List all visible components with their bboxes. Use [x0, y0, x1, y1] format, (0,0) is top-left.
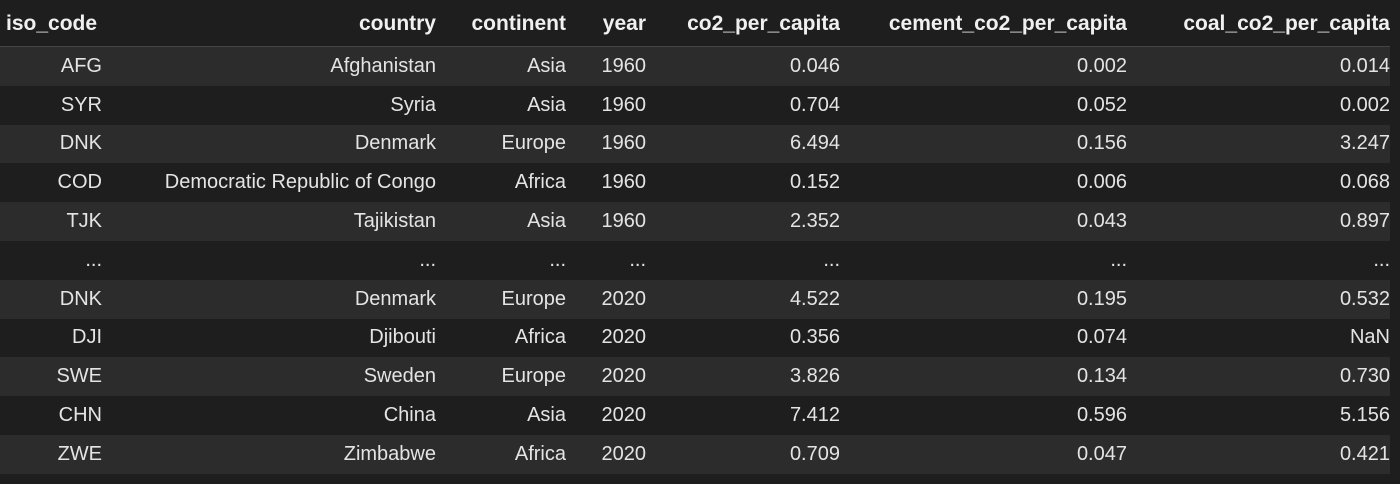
table-cell-iso-code: SWE	[0, 357, 102, 397]
table-row: AFG Afghanistan Asia 1960 0.046 0.002 0.014	[0, 46, 1390, 86]
table-cell-cement-co2-per-capita: 0.043	[840, 202, 1127, 241]
table-cell-year: 1960	[566, 85, 646, 125]
table-row: DNK Denmark Europe 2020 4.522 0.195 0.532	[0, 279, 1390, 319]
column-header-continent: continent	[436, 0, 566, 47]
table-cell-year: 2020	[566, 396, 646, 435]
table-cell-cement-co2-per-capita: 0.052	[840, 85, 1127, 125]
column-header-cement-co2-per-capita: cement_co2_per_capita	[840, 0, 1127, 47]
table-cell-coal-co2-per-capita: ...	[1127, 240, 1390, 280]
table-cell-cement-co2-per-capita: 0.156	[840, 124, 1127, 164]
table-body: AFG Afghanistan Asia 1960 0.046 0.002 0.014 SYR…	[0, 46, 1390, 474]
table-cell-iso-code: DNK	[0, 279, 102, 319]
table-cell-continent: Asia	[436, 202, 566, 241]
column-header-iso-code: iso_code	[0, 0, 102, 47]
table-cell-co2-per-capita: 7.412	[646, 396, 840, 435]
header-row: iso_code country continent year co2_per_capi…	[0, 0, 1390, 47]
table-row: CHN China Asia 2020 7.412 0.596 5.156	[0, 396, 1390, 435]
table-cell-country: Sweden	[102, 357, 436, 397]
table-cell-iso-code: ZWE	[0, 434, 102, 474]
table-cell-country: Denmark	[102, 124, 436, 164]
table-cell-coal-co2-per-capita: 0.532	[1127, 279, 1390, 319]
table-row: SWE Sweden Europe 2020 3.826 0.134 0.730	[0, 357, 1390, 397]
table-cell-co2-per-capita: 0.356	[646, 318, 840, 358]
table-cell-cement-co2-per-capita: 0.002	[840, 46, 1127, 86]
table-cell-year: ...	[566, 240, 646, 280]
table-cell-year: 2020	[566, 318, 646, 358]
table-cell-year: 1960	[566, 124, 646, 164]
table-cell-coal-co2-per-capita: 5.156	[1127, 396, 1390, 435]
table-row: DJI Djibouti Africa 2020 0.356 0.074 NaN	[0, 318, 1390, 358]
table-cell-year: 1960	[566, 46, 646, 86]
table-cell-iso-code: COD	[0, 163, 102, 203]
table-cell-co2-per-capita: 0.152	[646, 163, 840, 203]
table-cell-year: 2020	[566, 434, 646, 474]
column-header-country: country	[102, 0, 436, 47]
table-cell-co2-per-capita: 0.709	[646, 434, 840, 474]
table-cell-iso-code: TJK	[0, 202, 102, 241]
table-cell-cement-co2-per-capita: 0.596	[840, 396, 1127, 435]
table-cell-co2-per-capita: 2.352	[646, 202, 840, 241]
table-cell-cement-co2-per-capita: 0.134	[840, 357, 1127, 397]
table-cell-continent: Africa	[436, 163, 566, 203]
table-cell-continent: ...	[436, 240, 566, 280]
table-cell-co2-per-capita: ...	[646, 240, 840, 280]
table-cell-cement-co2-per-capita: 0.074	[840, 318, 1127, 358]
dataframe-table: iso_code country continent year co2_per_capi…	[0, 0, 1390, 474]
table-cell-country: Denmark	[102, 279, 436, 319]
table-cell-year: 2020	[566, 279, 646, 319]
table-row: COD Democratic Republic of Congo Africa 196…	[0, 163, 1390, 203]
table-row: DNK Denmark Europe 1960 6.494 0.156 3.247	[0, 124, 1390, 164]
table-cell-year: 1960	[566, 202, 646, 241]
table-cell-coal-co2-per-capita: NaN	[1127, 318, 1390, 358]
table-cell-coal-co2-per-capita: 3.247	[1127, 124, 1390, 164]
table-row: TJK Tajikistan Asia 1960 2.352 0.043 0.897	[0, 202, 1390, 241]
table-cell-continent: Asia	[436, 85, 566, 125]
table-cell-country: China	[102, 396, 436, 435]
table-cell-continent: Europe	[436, 357, 566, 397]
table-cell-continent: Africa	[436, 434, 566, 474]
table-row: .....................	[0, 240, 1390, 280]
table-cell-coal-co2-per-capita: 0.421	[1127, 434, 1390, 474]
table-cell-year: 1960	[566, 163, 646, 203]
table-cell-coal-co2-per-capita: 0.897	[1127, 202, 1390, 241]
table-cell-iso-code: DJI	[0, 318, 102, 358]
table-cell-continent: Asia	[436, 396, 566, 435]
column-header-co2-per-capita: co2_per_capita	[646, 0, 840, 47]
table-cell-cement-co2-per-capita: 0.006	[840, 163, 1127, 203]
table-cell-country: Afghanistan	[102, 46, 436, 86]
table-cell-cement-co2-per-capita: 0.047	[840, 434, 1127, 474]
column-header-year: year	[566, 0, 646, 47]
table-cell-continent: Africa	[436, 318, 566, 358]
table-cell-iso-code: DNK	[0, 124, 102, 164]
table-cell-continent: Europe	[436, 124, 566, 164]
table-cell-cement-co2-per-capita: 0.195	[840, 279, 1127, 319]
table-cell-continent: Europe	[436, 279, 566, 319]
table-cell-country: Syria	[102, 85, 436, 125]
table-cell-iso-code: AFG	[0, 46, 102, 86]
table-cell-continent: Asia	[436, 46, 566, 86]
table-header: iso_code country continent year co2_per_capi…	[0, 0, 1390, 47]
table-cell-co2-per-capita: 0.704	[646, 85, 840, 125]
table-cell-iso-code: SYR	[0, 85, 102, 125]
table-cell-co2-per-capita: 3.826	[646, 357, 840, 397]
table-cell-country: ...	[102, 240, 436, 280]
table-cell-iso-code: ...	[0, 240, 102, 280]
table-cell-co2-per-capita: 4.522	[646, 279, 840, 319]
table-cell-country: Democratic Republic of Congo	[102, 163, 436, 203]
table-cell-coal-co2-per-capita: 0.068	[1127, 163, 1390, 203]
table-cell-cement-co2-per-capita: ...	[840, 240, 1127, 280]
table-row: SYR Syria Asia 1960 0.704 0.052 0.002	[0, 85, 1390, 125]
column-header-coal-co2-per-capita: coal_co2_per_capita	[1127, 0, 1390, 47]
table-cell-coal-co2-per-capita: 0.730	[1127, 357, 1390, 397]
table-cell-coal-co2-per-capita: 0.002	[1127, 85, 1390, 125]
table-cell-co2-per-capita: 0.046	[646, 46, 840, 86]
table-cell-year: 2020	[566, 357, 646, 397]
table-cell-co2-per-capita: 6.494	[646, 124, 840, 164]
table-cell-country: Zimbabwe	[102, 434, 436, 474]
table-cell-country: Djibouti	[102, 318, 436, 358]
table-cell-coal-co2-per-capita: 0.014	[1127, 46, 1390, 86]
table-cell-country: Tajikistan	[102, 202, 436, 241]
table-cell-iso-code: CHN	[0, 396, 102, 435]
table-row: ZWE Zimbabwe Africa 2020 0.709 0.047 0.421	[0, 434, 1390, 474]
